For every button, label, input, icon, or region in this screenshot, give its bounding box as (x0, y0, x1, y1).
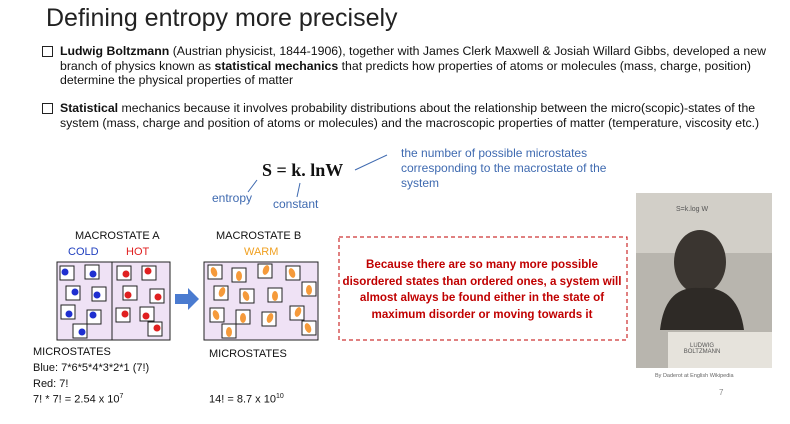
particle (262, 265, 270, 275)
callout-box (338, 236, 628, 341)
bullet: Statistical mechanics because it involve… (40, 101, 790, 130)
particle (65, 310, 73, 318)
text: MICROSTATES (33, 346, 111, 358)
bullet-box (42, 103, 53, 114)
label: MACROSTATE A (75, 230, 160, 242)
pointer (296, 182, 301, 198)
particle (226, 327, 232, 337)
pointer (354, 154, 388, 171)
label: HOT (126, 246, 150, 258)
constant-label: constant (273, 197, 319, 211)
bullet: Ludwig Boltzmann (Austrian physicist, 18… (40, 44, 790, 88)
text: Red: 7! (33, 378, 69, 390)
particle (144, 267, 152, 275)
particle (272, 291, 278, 301)
particle (266, 313, 274, 323)
text: 7! * 7! = 2.54 x 10 (33, 393, 120, 406)
equation: S = k. lnW (262, 160, 344, 180)
particle (212, 310, 220, 320)
text: statistical mechanics (214, 58, 339, 73)
label: COLD (68, 246, 99, 258)
particle (240, 313, 246, 323)
text: Statistical (60, 101, 119, 115)
bust-body (660, 287, 744, 330)
text: MICROSTATES (209, 348, 287, 360)
title: Defining entropy more precisely (46, 4, 398, 32)
page-number: 7 (719, 388, 724, 397)
w-note: the number of possible microstates corre… (401, 146, 607, 190)
text: 14! = 8.7 x 10 (209, 393, 276, 406)
particle (236, 271, 242, 281)
text: (Austrian physicist, 1844-1906), togethe… (60, 44, 766, 73)
particle (218, 287, 226, 297)
particle (89, 270, 97, 278)
text: Ludwig Boltzmann (60, 44, 170, 58)
text: 7! * 7! = 2.54 x 107 (33, 393, 123, 406)
text: 14! = 8.7 x 1010 (209, 393, 284, 406)
particle (78, 328, 86, 336)
plaque: LUDWIG BOLTZMANN (683, 343, 721, 355)
particle (71, 288, 79, 296)
particle (124, 291, 132, 299)
plinth (668, 332, 772, 368)
callout: Because there are so many more possible … (342, 258, 622, 321)
particle (142, 312, 150, 320)
exponent: 10 (275, 393, 284, 400)
exponent: 7 (119, 393, 124, 400)
particle (294, 307, 302, 317)
particle (121, 310, 129, 318)
entropy-label: entropy (212, 191, 253, 205)
particle (154, 293, 162, 301)
particle (61, 268, 69, 276)
particle (122, 270, 130, 278)
bullet-box (42, 46, 53, 57)
bust-head (674, 230, 726, 294)
text: Blue: 7*6*5*4*3*2*1 (7!) (33, 362, 150, 374)
label: WARM (244, 246, 279, 258)
text: that predicts how properties of atoms or… (60, 58, 752, 88)
label: MACROSTATE B (216, 230, 302, 242)
text: mechanics because it involves probabilit… (60, 101, 760, 130)
particle (306, 285, 312, 295)
particle (93, 291, 101, 299)
credit: By Daderot at English Wikipedia (655, 373, 734, 379)
arrow (175, 288, 199, 310)
particle (288, 268, 296, 278)
particle (242, 291, 250, 301)
particle (210, 267, 218, 277)
particle (304, 323, 312, 333)
particle (89, 311, 97, 319)
particle (153, 324, 161, 332)
inscription: S=k.log W (676, 206, 709, 213)
pointer (247, 179, 258, 193)
